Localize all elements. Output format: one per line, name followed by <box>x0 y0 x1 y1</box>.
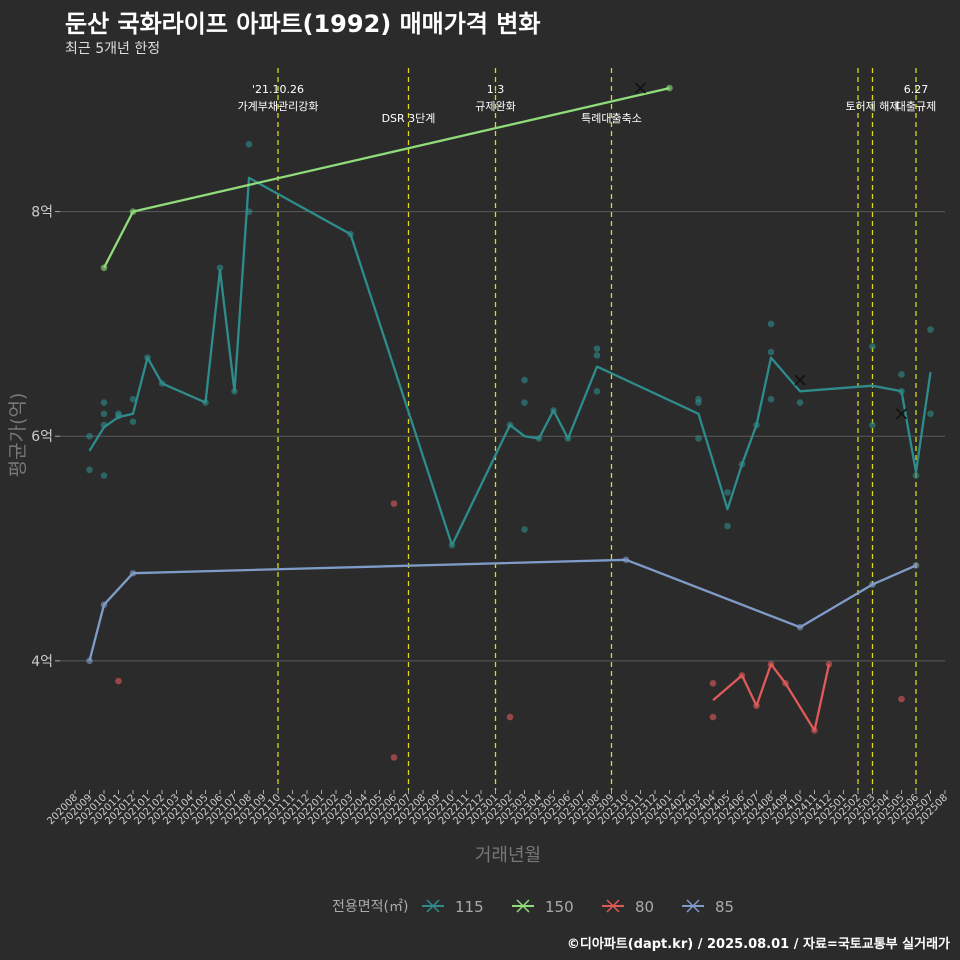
point-115 <box>86 466 93 474</box>
point-115 <box>216 264 224 272</box>
legend-key-marker <box>516 899 530 913</box>
event-label: 특례대출축소 <box>581 112 642 125</box>
legend-key-marker <box>686 899 700 913</box>
point-115 <box>695 399 702 406</box>
point-115 <box>796 399 804 406</box>
line-85 <box>88 558 917 662</box>
x-marker-115 <box>895 408 908 420</box>
event-label: 6.27 <box>904 83 929 96</box>
line-115 <box>88 176 932 547</box>
axes: 4억6억8억2020082020092020102020112020122021… <box>31 205 950 828</box>
point-115 <box>869 343 876 350</box>
point-115 <box>898 371 905 378</box>
point-80 <box>506 713 514 721</box>
event-label: 대출규제 <box>896 100 936 113</box>
point-80 <box>898 695 905 703</box>
point-115 <box>927 326 934 333</box>
point-115 <box>521 399 528 406</box>
legend-title: 전용면적(㎡) <box>332 899 408 915</box>
series-layer <box>86 82 934 761</box>
point-115 <box>593 352 601 359</box>
point-150 <box>666 84 673 92</box>
event-label: '21.10.26 <box>252 83 304 96</box>
x-axis-label: 거래년월 <box>475 845 541 866</box>
point-115 <box>767 320 775 328</box>
y-tick-label: 6억 <box>31 429 53 445</box>
point-80 <box>115 677 122 685</box>
point-115 <box>86 432 93 440</box>
point-85 <box>86 657 93 665</box>
point-80 <box>709 713 717 721</box>
line-80 <box>712 663 831 732</box>
x-marker-150 <box>634 82 647 94</box>
x-marker-115 <box>794 374 806 386</box>
event-label: 규제완화 <box>475 100 515 113</box>
point-80 <box>390 754 398 761</box>
point-115 <box>593 345 601 352</box>
event-label: DSR 3단계 <box>382 112 436 125</box>
line-150 <box>102 86 670 269</box>
y-axis-label: 평균가(억) <box>7 393 29 478</box>
chart-title: 둔산 국화라이프 아파트(1992) 매매가격 변화 <box>65 10 541 38</box>
point-115 <box>869 421 876 429</box>
point-115 <box>245 140 253 148</box>
point-115 <box>521 526 528 533</box>
point-115 <box>767 348 775 356</box>
event-label: 토허제 해제 <box>845 99 899 113</box>
point-115 <box>927 410 934 418</box>
point-115 <box>724 489 731 496</box>
legend-label-115: 115 <box>455 898 484 916</box>
event-label: 1.3 <box>487 83 505 96</box>
legend-key-marker <box>606 899 620 913</box>
point-115 <box>100 399 108 406</box>
point-115 <box>724 522 731 530</box>
source-caption: ©디아파트(dapt.kr) / 2025.08.01 / 자료=국토교통부 실… <box>566 937 950 952</box>
point-80 <box>709 680 717 687</box>
y-tick-label: 8억 <box>31 205 53 221</box>
point-115 <box>521 376 528 384</box>
point-80 <box>390 500 398 507</box>
chart-subtitle: 최근 5개년 한정 <box>65 41 161 57</box>
legend-label-85: 85 <box>715 898 734 916</box>
point-115 <box>767 395 775 403</box>
legend-label-80: 80 <box>635 898 654 916</box>
point-115 <box>912 472 920 479</box>
point-115 <box>695 435 702 442</box>
legend-label-150: 150 <box>545 898 574 916</box>
point-115 <box>129 418 137 425</box>
legend: 전용면적(㎡) 115 150 80 85 <box>332 898 734 916</box>
event-label: 가계부채관리강화 <box>238 100 319 113</box>
point-115 <box>100 472 108 479</box>
y-tick-label: 4억 <box>31 654 53 670</box>
point-115 <box>129 395 137 403</box>
legend-key-marker <box>426 899 440 913</box>
grid-layer <box>60 211 945 662</box>
point-115 <box>593 388 601 395</box>
point-115 <box>100 410 108 418</box>
